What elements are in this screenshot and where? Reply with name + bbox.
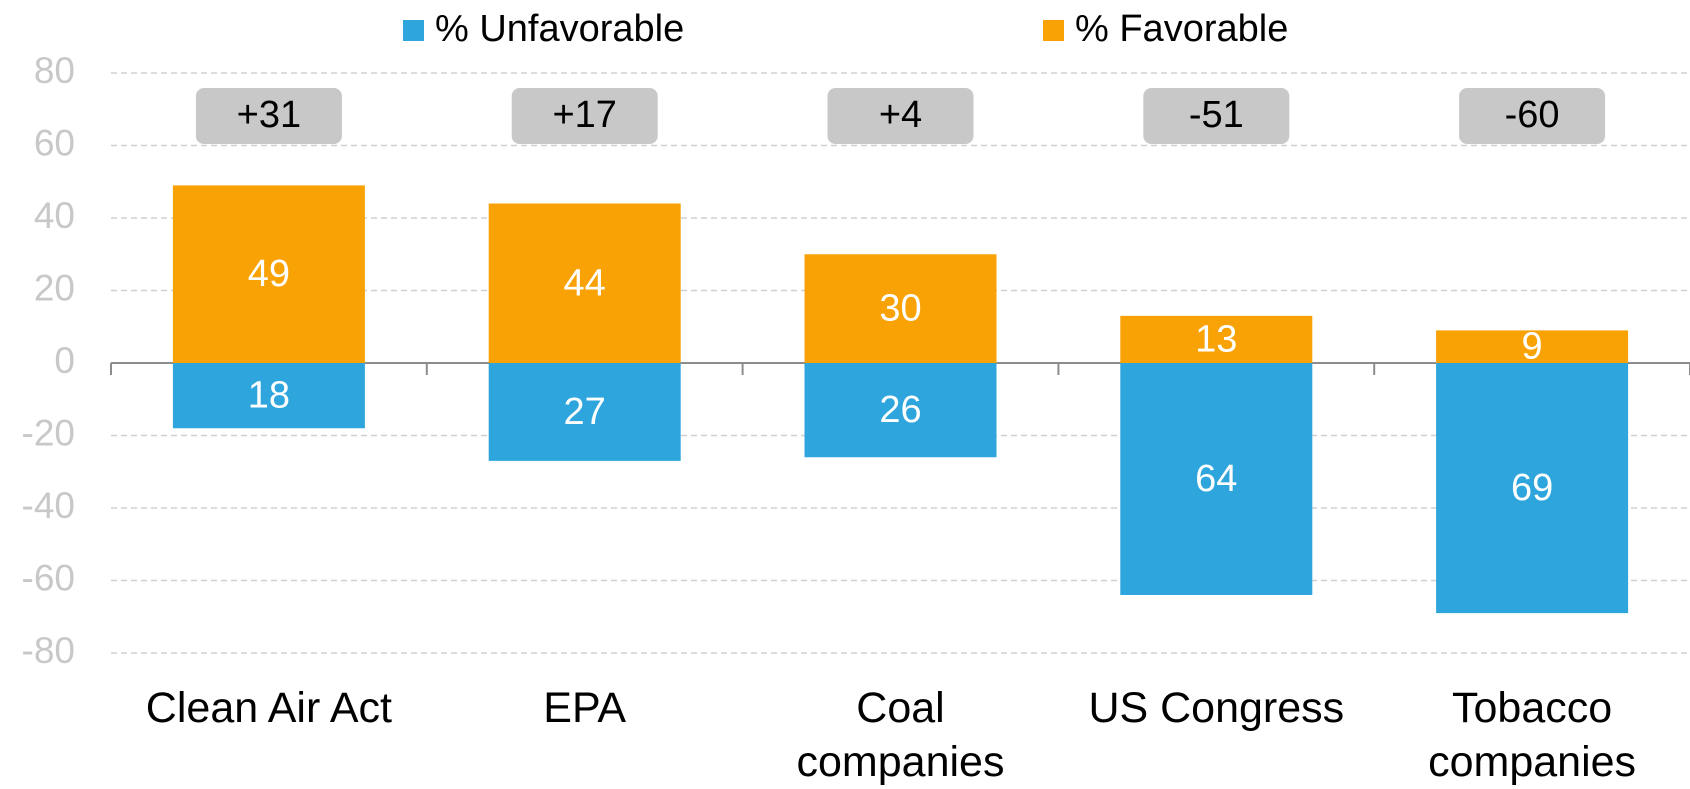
y-tick-label: -40 bbox=[22, 485, 75, 526]
bar bbox=[1436, 363, 1629, 614]
legend-swatch bbox=[1043, 20, 1064, 41]
x-tick-label: EPA bbox=[543, 684, 626, 732]
bar bbox=[804, 254, 997, 363]
net-box bbox=[1459, 88, 1606, 144]
net-box bbox=[511, 88, 658, 144]
x-tick-label: Clean Air Act bbox=[146, 684, 392, 732]
y-tick-label: -80 bbox=[22, 630, 75, 671]
x-tick-label: Tobacco companies bbox=[1428, 684, 1636, 786]
bar bbox=[172, 363, 365, 429]
net-label: +17 bbox=[552, 94, 616, 136]
net-box bbox=[1143, 88, 1290, 144]
legend-swatch bbox=[403, 20, 424, 41]
bar bbox=[172, 185, 365, 363]
data-label: 69 bbox=[1511, 467, 1553, 509]
legend-label: % Unfavorable bbox=[435, 8, 684, 50]
bar bbox=[1436, 330, 1629, 363]
bar bbox=[804, 363, 997, 458]
data-label: 9 bbox=[1522, 326, 1543, 368]
y-tick-label: -20 bbox=[22, 412, 75, 453]
data-label: 44 bbox=[564, 262, 606, 304]
y-tick-label: -60 bbox=[22, 557, 75, 598]
data-label: 30 bbox=[879, 288, 921, 330]
net-box bbox=[195, 88, 342, 144]
net-label: -51 bbox=[1189, 94, 1244, 136]
y-tick-label: 80 bbox=[34, 50, 75, 91]
bar bbox=[1120, 363, 1313, 595]
data-label: 18 bbox=[248, 375, 290, 417]
data-label: 27 bbox=[564, 391, 606, 433]
data-label: 26 bbox=[879, 389, 921, 431]
x-tick-label: Coal companies bbox=[797, 684, 1005, 786]
net-label: +4 bbox=[879, 94, 922, 136]
data-label: 49 bbox=[248, 253, 290, 295]
bar bbox=[488, 203, 681, 363]
y-tick-label: 60 bbox=[34, 122, 75, 163]
y-tick-label: 40 bbox=[34, 195, 75, 236]
net-box bbox=[827, 88, 974, 144]
bar bbox=[1120, 315, 1313, 363]
x-tick-label: US Congress bbox=[1088, 684, 1344, 732]
data-label: 13 bbox=[1195, 318, 1237, 360]
y-tick-label: 0 bbox=[54, 340, 75, 381]
net-label: +31 bbox=[237, 94, 301, 136]
data-label: 64 bbox=[1195, 458, 1237, 500]
bar bbox=[488, 363, 681, 461]
legend-label: % Favorable bbox=[1075, 8, 1288, 50]
net-label: -60 bbox=[1505, 94, 1560, 136]
y-tick-label: 20 bbox=[34, 267, 75, 308]
